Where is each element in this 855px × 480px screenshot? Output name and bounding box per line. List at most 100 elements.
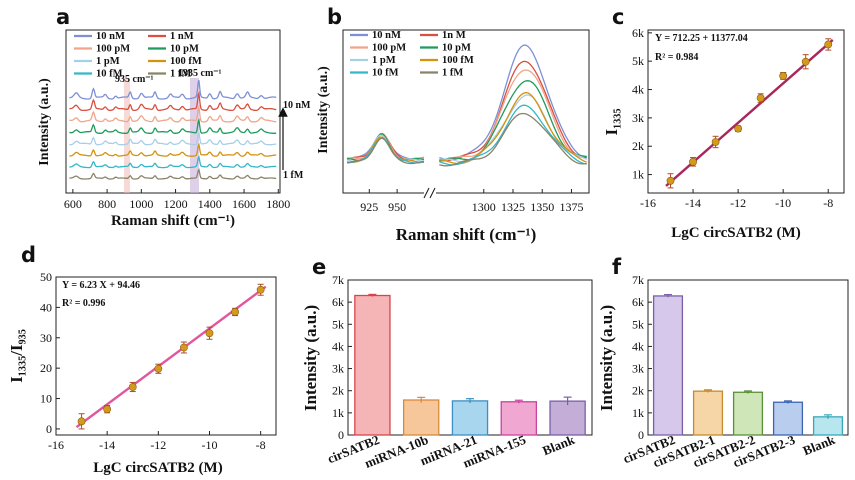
y-tick-label: 6k [632,295,644,309]
data-point [689,157,697,166]
y-tick-label: 3k [632,111,644,125]
panel-letter-a: a [56,5,70,29]
data-point [756,94,765,102]
y-axis-title-e: Intensity (a.u.) [301,305,320,411]
legend-label-b-8: 1 fM [442,68,463,79]
y-tick-label: 5k [632,54,644,68]
spectrum-line-a-6 [69,142,277,157]
equation-d: Y = 6.23 X + 94.46 [62,280,140,291]
data-point [256,285,265,294]
scatter-group-c: -16 -14 -12 -10 -8 1k 2k 3k 4k 5k 6k [632,26,834,210]
x-tick-label: -10 [775,196,791,210]
legend-label-a-7: 10 fM [96,69,123,80]
y-tick-label: 2k [632,139,644,153]
x-tick-label: -12 [730,196,746,210]
x-tick-label-a-5: 1600 [232,197,256,211]
x-tick-label-a-0: 600 [64,197,82,211]
spectrum-line-a-5 [69,130,277,146]
x-tick-label-b-2: 1300 [472,200,496,214]
spectrum-left-b-8 [346,137,425,165]
x-ticks-a: 600 800 1000 1200 1400 1600 1800 [64,189,290,211]
y-tick-label: 6k [632,26,644,40]
x-tick-label-a-2: 1000 [129,197,153,211]
x-tick-label: -14 [99,438,115,452]
annotation-935: 935 cm⁻¹ [115,74,154,85]
legend-label-a-6: 100 fM [170,56,202,67]
data-point [128,383,137,391]
x-ticks-b: 925 950 1300 1325 1350 1375 [360,189,583,214]
data-point [154,364,163,373]
x-tick-label-b-4: 1350 [530,200,554,214]
scatter-group-d: -16 -14 -12 -10 -8 0 10 20 30 40 50 [40,270,267,452]
r-squared-d: R² = 0.996 [62,298,105,309]
panel-letter-e: e [312,255,326,279]
y-tick-label: 20 [40,361,52,375]
spectrum-line-a-4 [69,117,277,134]
annotation-1335: 1335 cm⁻¹ [178,68,222,79]
data-point [779,72,788,80]
spectrum-line-a-2 [69,90,277,112]
x-tick-label-a-3: 1200 [164,197,188,211]
spectrum-line-a-7 [69,154,277,169]
r-squared-c: R² = 0.984 [655,52,698,63]
bar-4 [772,401,804,436]
legend-label-a-8: 1 fM [170,69,191,80]
spectrum-line-a-1 [69,79,277,100]
y-axis-title-b: Intensity (a.u.) [316,66,331,154]
x-tick-label: -10 [201,438,217,452]
y-tick-label: 10 [40,392,52,406]
peak-band-1335 [190,78,199,193]
legend-a: 10 nM 1 nM 100 pM 10 pM 1 pM 100 fM 10 fM 1 fM [74,31,202,80]
data-point [801,57,810,66]
y-tick-label: 1k [632,168,644,182]
panel-d: -16 -14 -12 -10 -8 0 10 20 30 40 50 Y = 6.23 X + 9… [7,270,277,476]
bar-1 [652,295,684,436]
legend-label-b-5: 1 pM [372,55,396,66]
x-tick-label-a-6: 1800 [266,197,290,211]
y-tick-label: 4k [632,339,644,353]
y-axis-title-c: I₁₃₃₅ [602,108,621,135]
x-axis-title-b: Raman shift (cm⁻¹) [396,225,537,244]
bar-2 [402,399,440,436]
spectrum-right-b-2 [439,60,587,162]
y-tick-label: 0 [338,428,344,442]
annotation-1fM: 1 fM [283,170,304,181]
x-tick-label: -12 [150,438,166,452]
axis-break-b [423,187,436,199]
x-tick-label: -8 [823,196,833,210]
data-point [711,138,720,146]
plot-frame-d [55,276,277,436]
x-tick-label-a-4: 1400 [198,197,222,211]
bar-3 [451,400,489,436]
x-tick-label: -8 [256,438,266,452]
y-tick-label: 50 [40,270,52,284]
y-tick-label: 7k [632,273,644,287]
spectrum-right-b-8 [439,112,587,167]
spectrum-right-b-6 [439,91,587,165]
y-tick-label: 30 [40,331,52,345]
y-axis-title-f: Intensity (a.u.) [597,305,616,411]
spectrum-right-b-4 [439,80,587,162]
spectrum-right-b-7 [439,104,587,166]
legend-label-b-6: 100 fM [442,55,474,66]
panel-letter-f: f [612,255,622,279]
legend-label-a-3: 100 pM [96,44,130,55]
y-tick-label: 3k [332,362,344,376]
plot-frame-b [342,29,590,194]
data-point [103,405,112,414]
spectrum-right-b-3 [439,69,587,163]
data-point [180,343,188,352]
data-point [77,417,86,426]
annotation-10nM: 10 nM [283,100,311,111]
y-tick-label: 40 [40,300,52,314]
y-tick-label: 2k [632,384,644,398]
spectrum-line-a-8 [69,168,277,180]
x-tick-label-b-0: 925 [360,200,378,214]
panel-letter-d: d [21,243,36,267]
spectrum-line-a-3 [69,104,277,123]
x-axis-title-c: LgC circSATB2 (M) [671,225,800,241]
data-point [205,329,214,338]
